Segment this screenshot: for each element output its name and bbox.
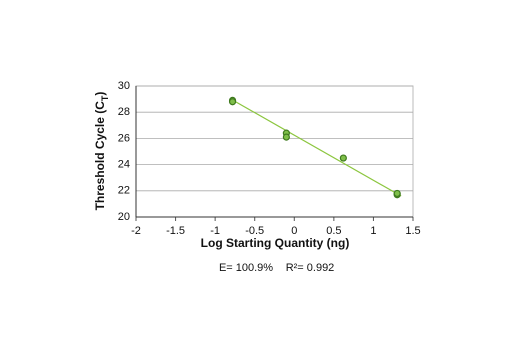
- plot-area: [135, 85, 414, 218]
- y-tick-label: 22: [118, 185, 130, 197]
- y-tick-label: 28: [118, 106, 130, 118]
- trendline: [230, 98, 402, 197]
- point: [282, 133, 290, 141]
- x-tick-label: -1: [210, 225, 220, 237]
- y-tick-label: 20: [118, 211, 130, 223]
- x-tick-label: 0: [291, 225, 297, 237]
- y-tick-label: 26: [118, 132, 130, 144]
- point: [339, 154, 347, 162]
- y-label-end: ): [93, 92, 107, 96]
- point: [228, 98, 237, 106]
- point: [393, 189, 401, 198]
- y-axis-label: Threshold Cycle (CT): [93, 92, 110, 211]
- annotation: R²= 0.992: [286, 262, 335, 274]
- x-tick-label: 1: [370, 225, 376, 237]
- y-tick-label: 24: [118, 159, 130, 171]
- y-label-text: Threshold Cycle (C: [93, 101, 107, 211]
- annotation: E= 100.9%: [219, 262, 273, 274]
- x-tick-label: 1.5: [405, 225, 420, 237]
- x-tick-label: -1.5: [166, 225, 185, 237]
- x-tick-label: -2: [131, 225, 141, 237]
- y-tick-label: 30: [118, 80, 130, 92]
- x-tick-label: 0.5: [326, 225, 341, 237]
- y-label-sub: T: [100, 95, 110, 101]
- x-tick-label: -0.5: [245, 225, 264, 237]
- x-axis-label: Log Starting Quantity (ng): [201, 236, 350, 250]
